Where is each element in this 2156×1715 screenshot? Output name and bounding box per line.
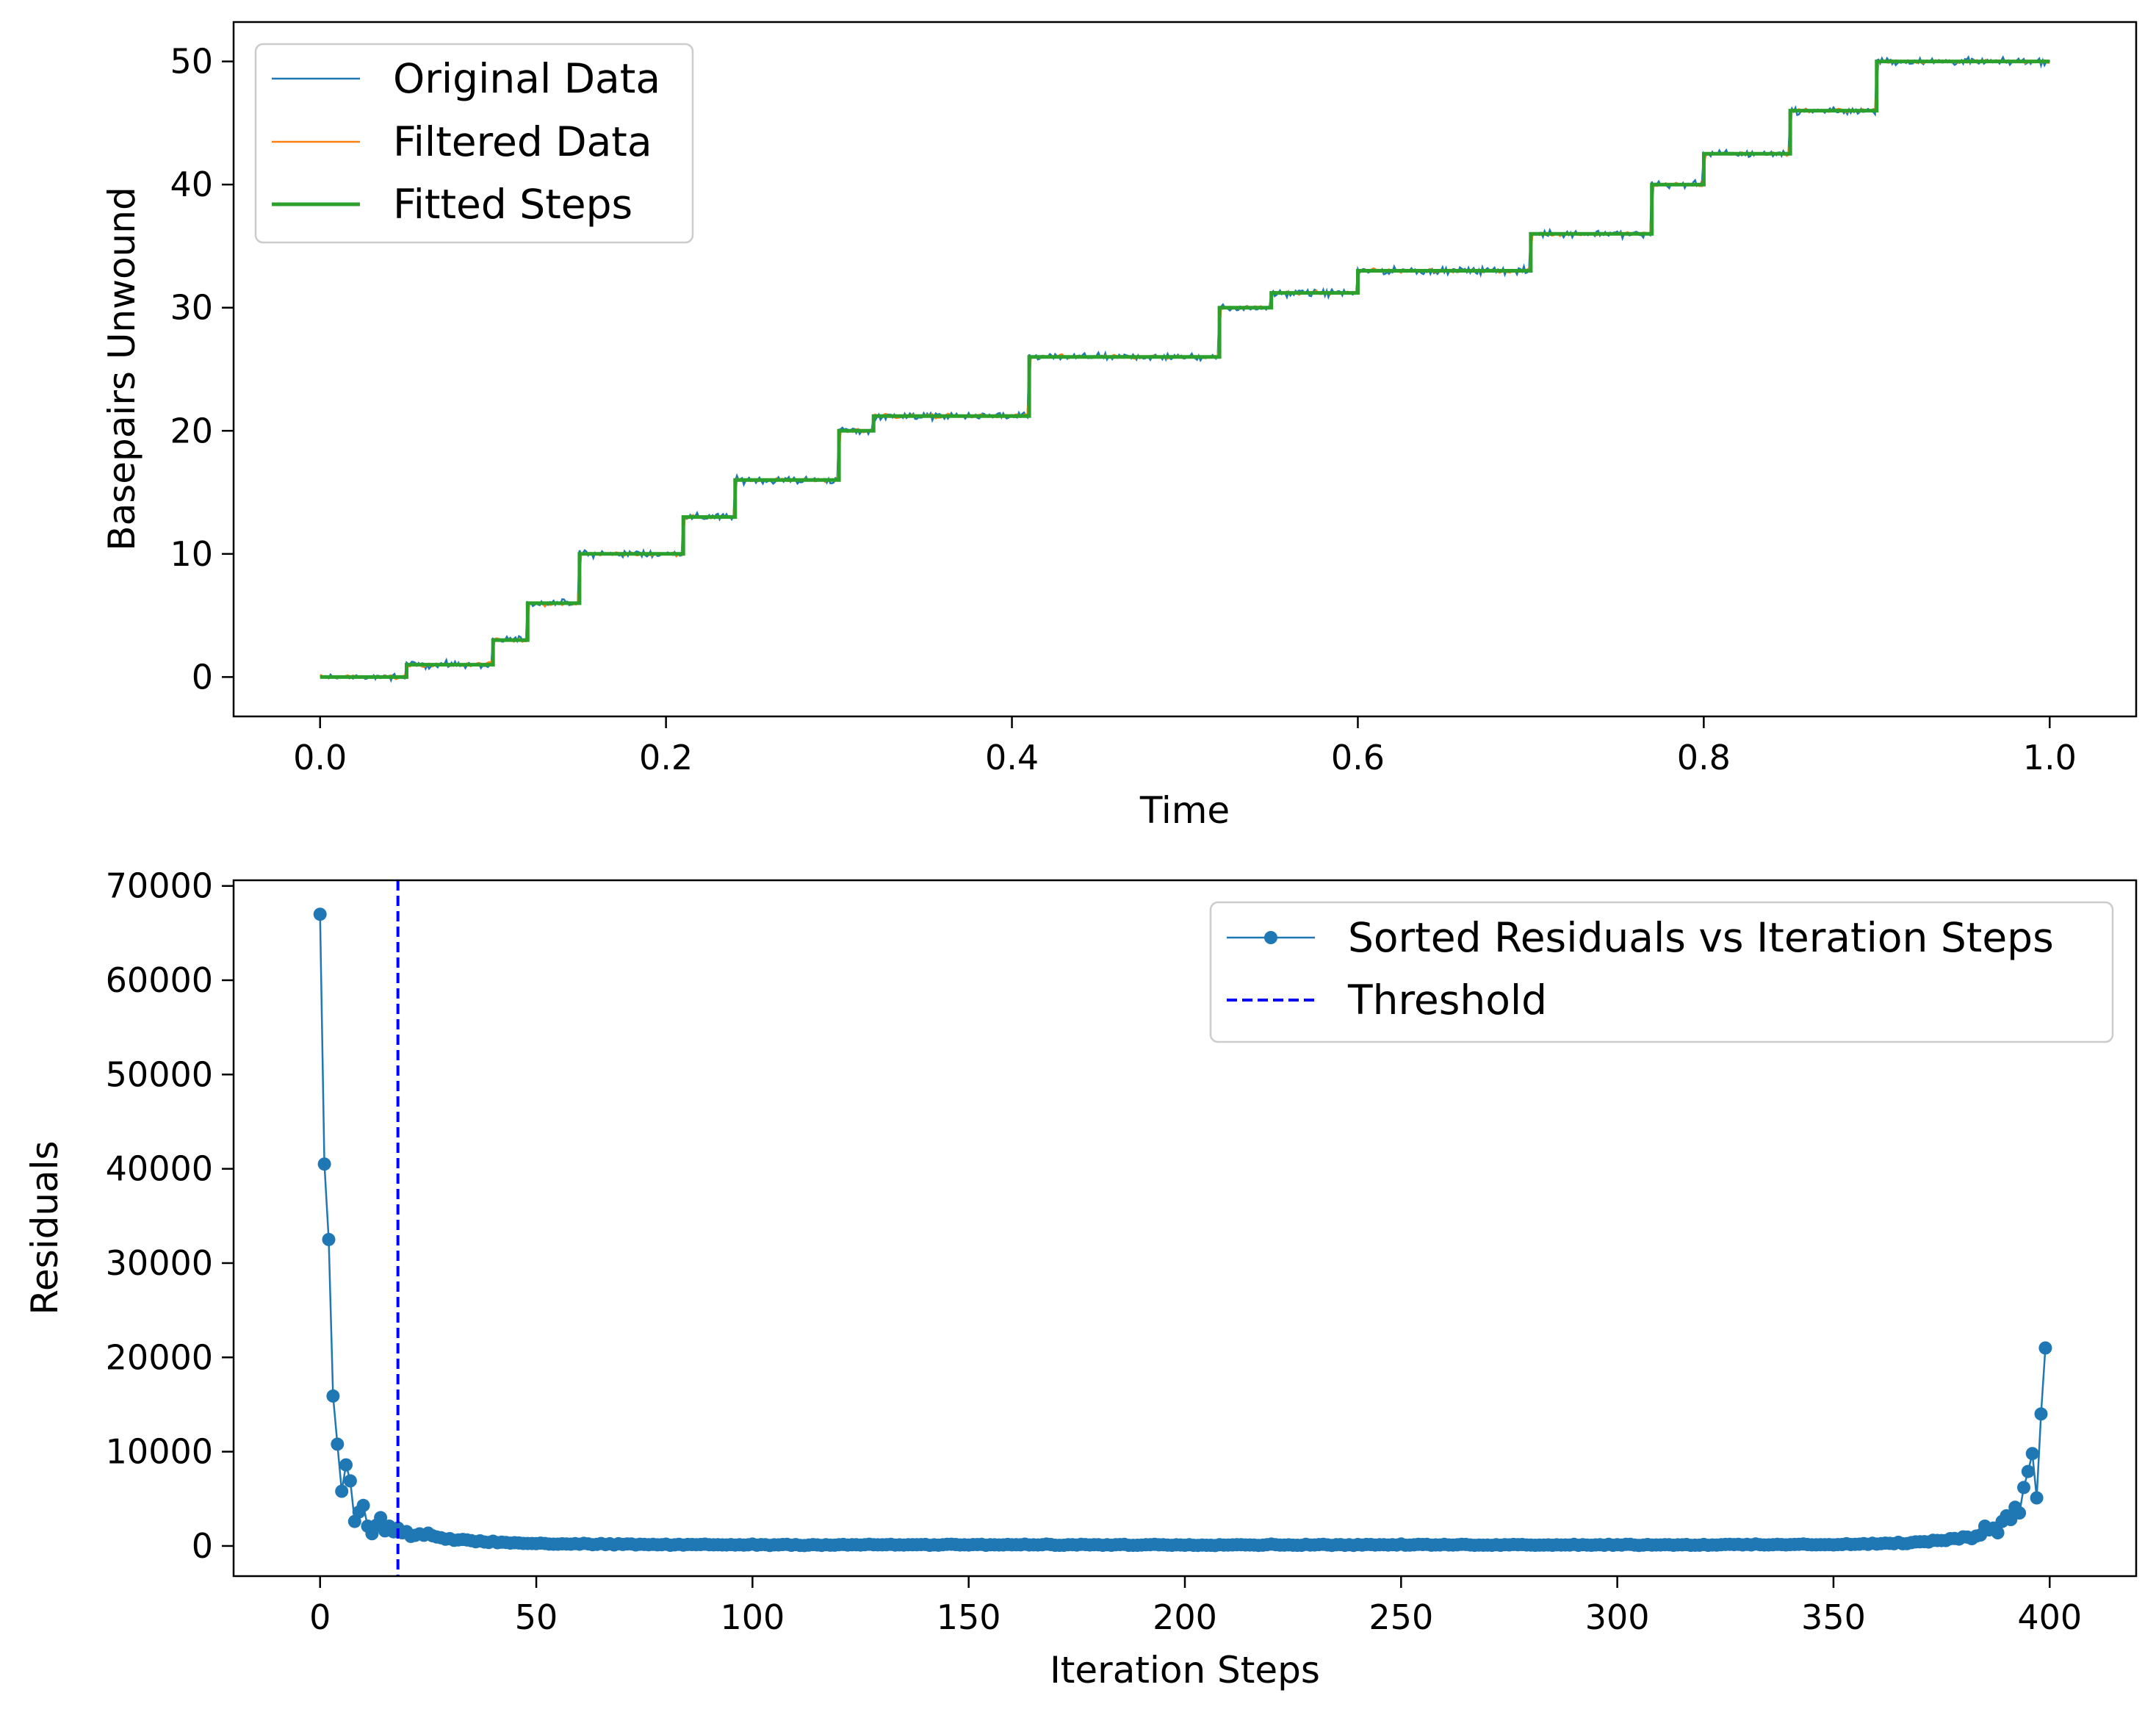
sorted-residuals-markers bbox=[313, 907, 2052, 1553]
residual-point bbox=[356, 1498, 370, 1512]
chart1-y-tick-label: 40000 bbox=[106, 1149, 213, 1189]
chart1-x-tick-label: 200 bbox=[1153, 1597, 1217, 1637]
residual-point bbox=[339, 1458, 353, 1472]
chart1-y-tick-label: 10000 bbox=[106, 1432, 213, 1472]
legend-threshold-label: Threshold bbox=[1347, 977, 1547, 1024]
residual-point bbox=[335, 1484, 349, 1498]
chart1-x-tick-label: 150 bbox=[937, 1597, 1001, 1637]
residual-point bbox=[2013, 1506, 2027, 1520]
fitted-steps-line bbox=[320, 60, 2050, 679]
residual-point bbox=[2030, 1491, 2044, 1505]
chart0-x-tick-label: 0.8 bbox=[1677, 738, 1731, 777]
chart0-y-tick-label: 50 bbox=[170, 42, 213, 82]
residual-point bbox=[322, 1232, 336, 1246]
top-y-ticks: 0 10 20 30 40 50 bbox=[170, 42, 234, 697]
residual-point bbox=[313, 907, 327, 921]
legend-fitted-steps-label: Fitted Steps bbox=[393, 181, 632, 228]
residual-point bbox=[2034, 1407, 2048, 1421]
chart1-x-tick-label: 0 bbox=[309, 1597, 331, 1637]
top-plot-frame bbox=[232, 21, 2138, 718]
chart1-x-tick-label: 250 bbox=[1369, 1597, 1433, 1637]
legend-sorted-residuals-marker bbox=[1264, 931, 1277, 944]
chart0-y-tick-label: 20 bbox=[170, 411, 213, 450]
bottom-chart: 0 10000 20000 30000 40000 50000 60000 70000 0 50… bbox=[24, 866, 2138, 1691]
top-legend: Original Data Filtered Data Fitted Steps bbox=[254, 43, 694, 244]
legend-original-data-label: Original Data bbox=[393, 55, 660, 102]
chart1-y-tick-label: 30000 bbox=[106, 1243, 213, 1283]
chart1-x-tick-label: 400 bbox=[2017, 1597, 2082, 1637]
chart0-x-tick-label: 0.4 bbox=[985, 738, 1039, 777]
residual-point bbox=[2025, 1447, 2039, 1461]
bottom-y-axis-label: Residuals bbox=[24, 1140, 66, 1315]
top-x-axis-label: Time bbox=[1139, 789, 1230, 832]
legend-sorted-residuals-label: Sorted Residuals vs Iteration Steps bbox=[1348, 914, 2054, 961]
residual-point bbox=[343, 1474, 357, 1488]
chart1-y-tick-label: 70000 bbox=[106, 866, 213, 906]
chart0-y-tick-label: 0 bbox=[192, 657, 213, 697]
chart1-y-tick-label: 20000 bbox=[106, 1337, 213, 1377]
residual-point bbox=[317, 1157, 331, 1171]
chart0-y-tick-label: 40 bbox=[170, 165, 213, 204]
residual-point bbox=[2038, 1341, 2052, 1355]
chart1-x-tick-label: 350 bbox=[1801, 1597, 1866, 1637]
top-legend-box bbox=[254, 43, 694, 244]
residual-point bbox=[326, 1389, 340, 1403]
chart0-x-tick-label: 0.2 bbox=[639, 738, 693, 777]
residual-point bbox=[331, 1437, 345, 1451]
bottom-x-axis-label: Iteration Steps bbox=[1050, 1649, 1320, 1691]
residual-point bbox=[2017, 1481, 2030, 1495]
chart1-y-tick-label: 50000 bbox=[106, 1054, 213, 1094]
residual-point bbox=[2021, 1464, 2035, 1478]
residual-point bbox=[374, 1511, 388, 1525]
chart1-x-tick-label: 100 bbox=[720, 1597, 785, 1637]
legend-filtered-data-label: Filtered Data bbox=[393, 118, 652, 165]
bottom-legend: Sorted Residuals vs Iteration Steps Thre… bbox=[1209, 901, 2114, 1043]
bottom-y-ticks: 0 10000 20000 30000 40000 50000 60000 70000 bbox=[106, 866, 234, 1566]
chart0-y-tick-label: 30 bbox=[170, 288, 213, 328]
chart1-x-tick-label: 50 bbox=[515, 1597, 558, 1637]
top-chart: 0 10 20 30 40 50 0.0 0.2 0.4 0.6 0.8 1.0 Time Base… bbox=[101, 21, 2138, 832]
chart0-y-tick-label: 10 bbox=[170, 534, 213, 574]
chart1-y-tick-label: 0 bbox=[192, 1526, 213, 1566]
bottom-plot-frame bbox=[232, 879, 2138, 1578]
chart1-y-tick-label: 60000 bbox=[106, 960, 213, 1000]
bottom-x-ticks: 0 50 100 150 200 250 300 350 400 bbox=[309, 1576, 2082, 1637]
chart1-x-tick-label: 300 bbox=[1585, 1597, 1650, 1637]
top-y-axis-label: Basepairs Unwound bbox=[101, 187, 143, 550]
bottom-legend-box bbox=[1209, 901, 2114, 1043]
chart0-x-tick-label: 0.0 bbox=[293, 738, 347, 777]
residual-point bbox=[1991, 1526, 2005, 1539]
chart0-x-tick-label: 1.0 bbox=[2023, 738, 2077, 777]
top-x-ticks: 0.0 0.2 0.4 0.6 0.8 1.0 bbox=[293, 716, 2077, 777]
chart0-x-tick-label: 0.6 bbox=[1331, 738, 1385, 777]
